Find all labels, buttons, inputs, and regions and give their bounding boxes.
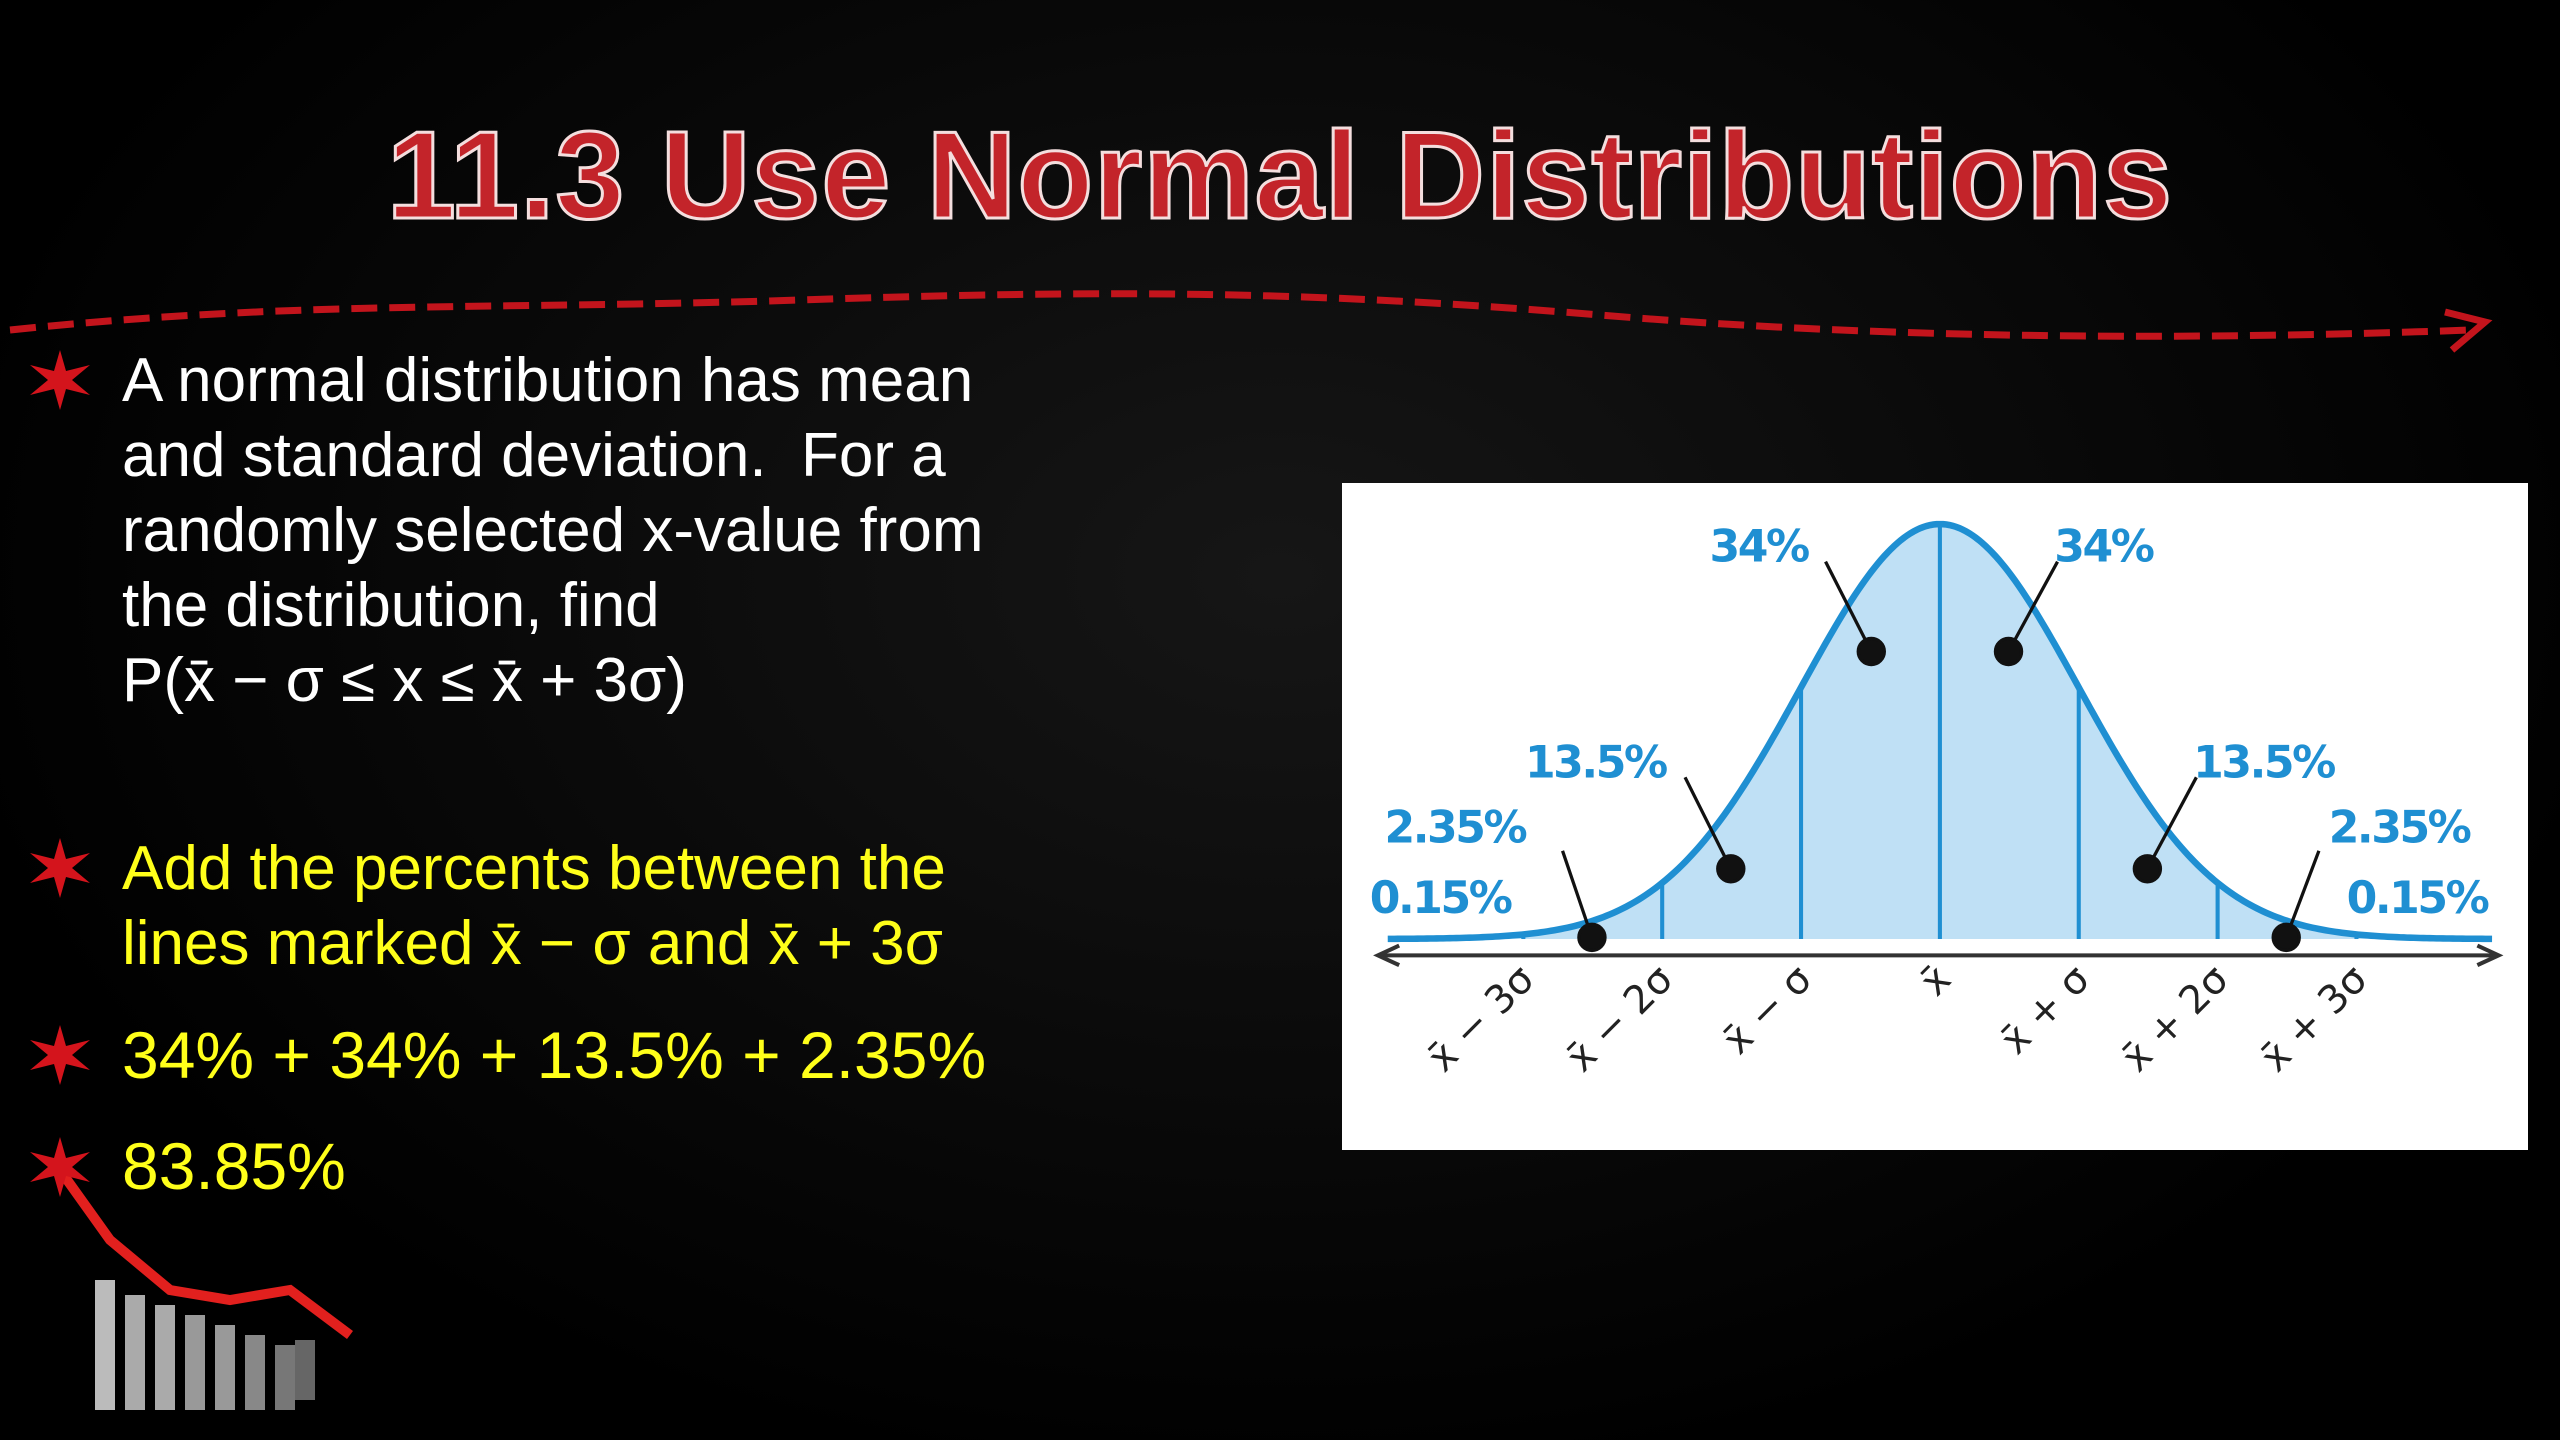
dashed-divider xyxy=(9,290,2471,340)
axis-arrows xyxy=(1373,943,2504,968)
percent-label: 0.15% xyxy=(1370,873,1512,924)
chart-icon xyxy=(55,1167,353,1410)
axis-label: x̄ + σ xyxy=(1992,957,2099,1064)
bullet-text: the distribution, find xyxy=(122,571,660,640)
bullet-text: 34% + 34% + 13.5% + 2.35% xyxy=(122,1018,987,1092)
normal-curve-figure: 0.15% 2.35% 13.5% 34% 34% 13.5% 2.35% 0.… xyxy=(1342,483,2528,1150)
percent-label: 34% xyxy=(1710,522,1809,573)
percent-label: 0.15% xyxy=(2347,873,2489,924)
percent-label: 13.5% xyxy=(2193,737,2335,788)
percent-label: 2.35% xyxy=(2329,803,2471,854)
bullet-text: A normal distribution has mean xyxy=(122,346,974,415)
percent-label: 13.5% xyxy=(1525,737,1667,788)
bullet-text: lines marked x̄ − σ and x̄ + 3σ xyxy=(122,909,943,978)
bullet-text: 83.85% xyxy=(122,1129,346,1203)
axis-label: x̄ + 2σ xyxy=(2114,957,2238,1081)
percent-label: 34% xyxy=(2054,522,2153,573)
slide-title: 11.3 Use Normal Distributions xyxy=(385,106,2174,247)
bullet-text: and standard deviation. For a xyxy=(122,421,946,490)
axis-label: x̄ − σ xyxy=(1715,957,1822,1064)
bullet-text: P(x̄ − σ ≤ x ≤ x̄ + 3σ) xyxy=(122,646,687,715)
arrow-head xyxy=(2444,308,2493,353)
axis-label: x̄ − 3σ xyxy=(1419,957,1543,1081)
percent-label: 2.35% xyxy=(1384,803,1526,854)
bullet-icon xyxy=(30,1025,90,1085)
bullet-text: randomly selected x-value from xyxy=(122,496,984,565)
curve-group xyxy=(1387,520,2493,943)
bullet-icon xyxy=(30,1137,90,1197)
bullet-icon xyxy=(30,350,90,410)
bullet-text: Add the percents between the xyxy=(122,834,946,903)
axis-label: x̄ xyxy=(1912,957,1960,1005)
bullet-icon xyxy=(30,838,90,898)
axis-label: x̄ − 2σ xyxy=(1558,957,1682,1081)
axis-label: x̄ + 3σ xyxy=(2252,957,2376,1081)
leaders xyxy=(1560,560,2321,953)
curve-line xyxy=(1387,520,2493,943)
